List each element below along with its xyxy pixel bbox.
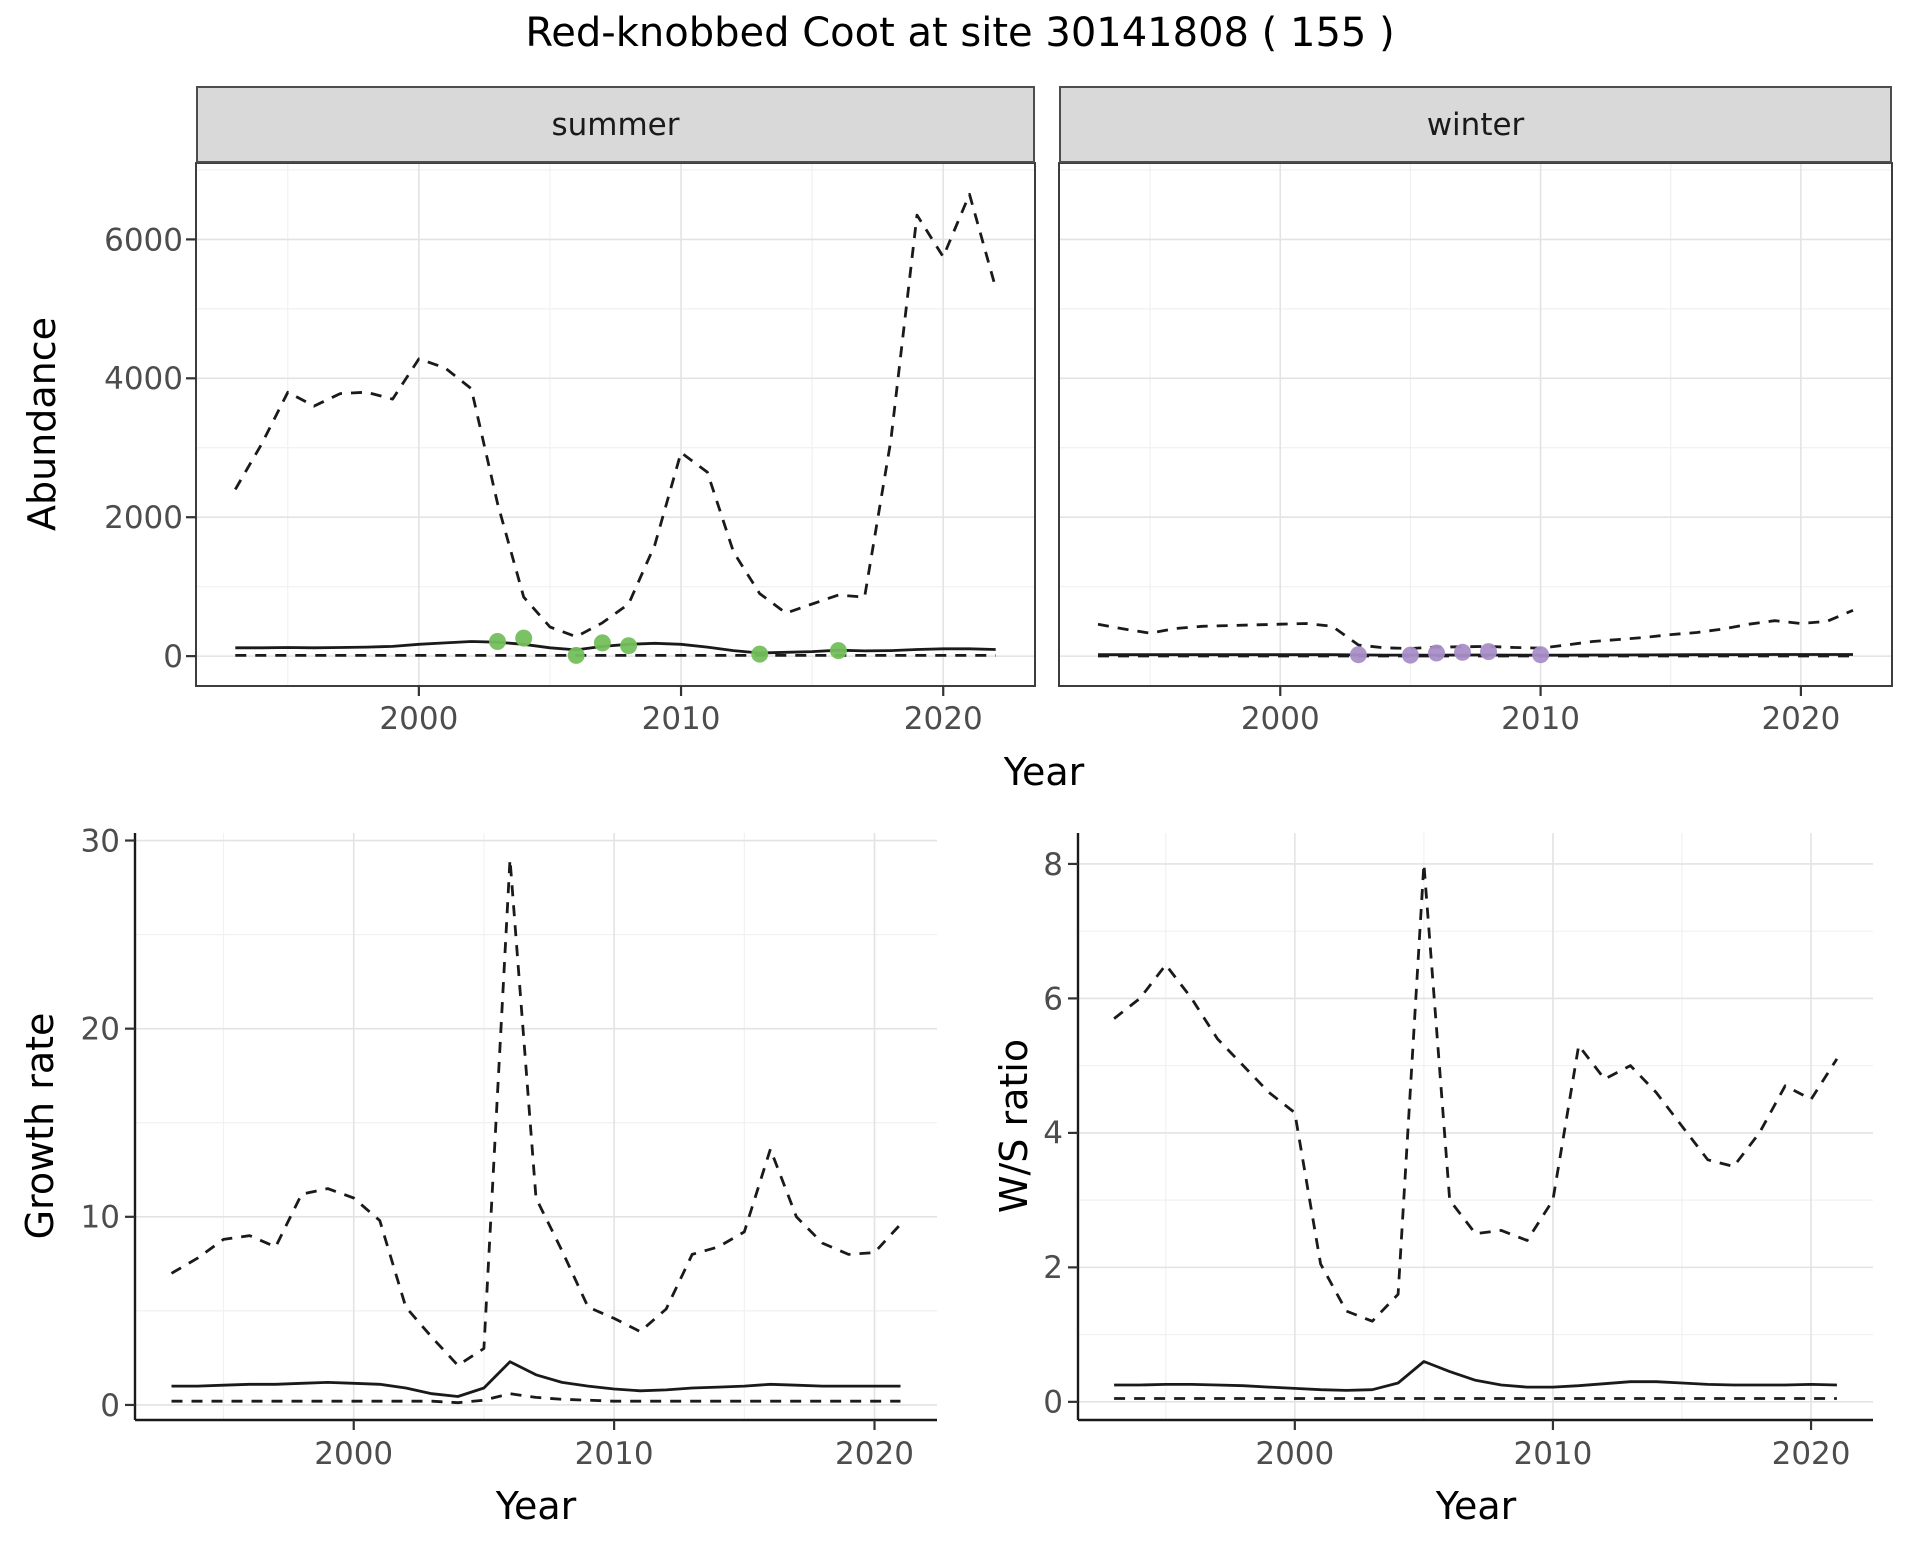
panel-abundance_summer: 2000 2010 2020 0 2000 4000 6000 [104,162,1036,737]
x-tick-label: 2010 [575,1436,654,1472]
observed-point [1349,646,1367,664]
x-axis-title-year-top: Year [1003,750,1085,794]
y-tick-label: 0 [163,639,183,675]
y-axis-title-ws-ratio: W/S ratio [992,1038,1036,1214]
panel-growth_rate: 2000 2010 2020 0 10 20 30 [81,823,937,1472]
observed-point [751,645,769,663]
facet-strip-summer: summer [196,86,1035,163]
series-fitted_trend [1114,1360,1837,1392]
observed-point [620,637,638,655]
panel-background [1078,833,1873,1420]
facet-strip-winter-label: winter [1426,106,1525,143]
panel-ws_ratio: 2000 2010 2020 0 2 4 6 8 [1043,833,1873,1472]
series-observed_counts [1349,643,1550,664]
y-tick-label: 8 [1043,847,1063,883]
observed-point [515,629,533,647]
facet-strip-summer-label: summer [551,106,680,143]
y-tick-label: 2 [1043,1250,1063,1286]
observed-point [1401,646,1419,664]
x-tick-label: 2020 [835,1436,914,1472]
panel-border [1058,162,1893,687]
series-lower_ci [171,1392,901,1405]
y-tick-label: 6 [1043,981,1063,1017]
y-tick-label: 20 [81,1012,120,1048]
y-tick-label: 10 [81,1200,120,1236]
panel-background [1059,163,1892,686]
y-tick-label: 0 [100,1388,120,1424]
chart-title: Red-knobbed Coot at site 30141808 ( 155 … [525,10,1395,56]
x-axis-title-year-bottom-left: Year [495,1484,577,1528]
observed-point [829,642,847,660]
x-axis-title-year-bottom-right: Year [1435,1484,1517,1528]
y-axis-title-abundance: Abundance [20,316,64,532]
panel-background [135,833,937,1420]
observed-point [1454,643,1471,661]
series-fitted_trend [171,1360,901,1398]
y-tick-label: 4 [1043,1116,1063,1152]
y-axis-title-growth-rate: Growth rate [18,1012,62,1240]
x-tick-label: 2000 [314,1436,393,1472]
y-tick-label: 6000 [104,222,183,258]
observed-point [593,634,611,652]
y-tick-label: 2000 [104,500,183,536]
y-tick-label: 0 [1043,1385,1063,1421]
series-upper_ci [1097,609,1854,650]
x-tick-label: 2010 [1513,1436,1592,1472]
y-tick-label: 30 [81,823,120,859]
series-fitted_trend [235,640,996,655]
x-tick-label: 2010 [1501,701,1580,737]
x-tick-label: 2020 [904,701,983,737]
series-observed_counts [489,629,847,664]
panel-abundance_winter: 2000 2010 2020 [1058,162,1893,737]
observed-point [1428,644,1445,662]
x-tick-label: 2020 [1772,1436,1851,1472]
x-tick-label: 2000 [379,701,458,737]
x-tick-label: 2000 [1241,701,1320,737]
series-upper_ci [234,192,998,639]
panel-border [195,162,1036,687]
panel-background [196,163,1035,686]
x-tick-label: 2010 [642,701,721,737]
y-tick-label: 4000 [104,361,183,397]
x-tick-label: 2000 [1255,1436,1334,1472]
observed-point [1480,643,1497,661]
observed-point [1532,646,1550,664]
observed-point [489,633,506,650]
x-tick-label: 2020 [1761,701,1840,737]
series-upper_ci [1113,862,1839,1323]
facet-strip-winter: winter [1059,86,1892,163]
observed-point [567,646,585,664]
